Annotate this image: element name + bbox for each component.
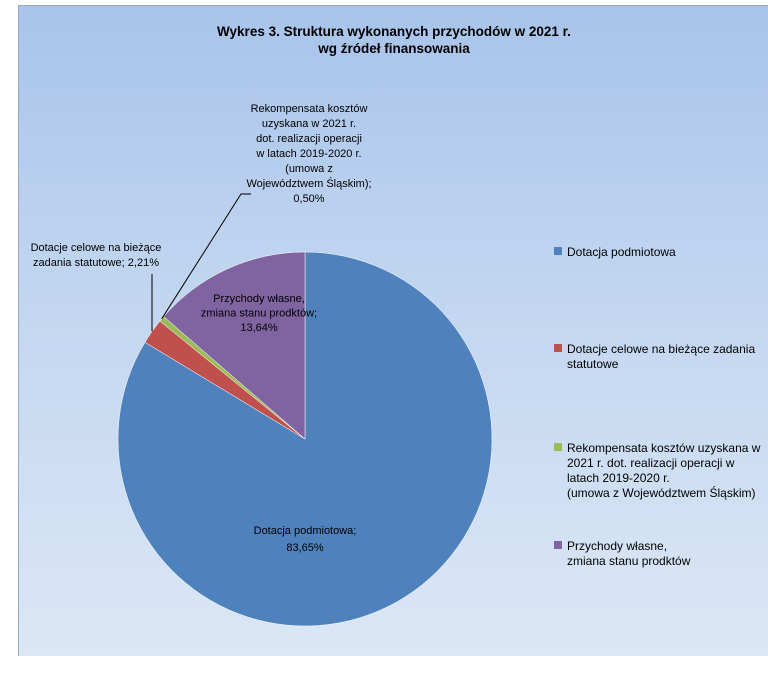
data-label-dotacja-podmiotowa: Dotacja podmiotowa; 83,65% xyxy=(254,525,357,554)
data-label-dotacje-celowe-line: Dotacje celowe na bieżące xyxy=(31,242,162,254)
chart-title: Wykres 3. Struktura wykonanych przychodó… xyxy=(217,24,571,56)
legend-item-0: Dotacja podmiotowa xyxy=(567,245,676,259)
legend-item-2: Rekompensata kosztów uzyskana w 2021 r. d… xyxy=(567,441,761,500)
data-label-przychody-wlasne: Przychody własne, zmiana stanu prodktów; 1… xyxy=(201,293,317,334)
data-label-rekompensata-line: 0,50% xyxy=(293,193,324,205)
legend-swatch-2 xyxy=(554,443,562,451)
data-label-przychody-wlasne-line: zmiana stanu prodktów; xyxy=(201,308,317,320)
legend-item-2-line: (umowa z Województwem Śląskim) xyxy=(567,485,756,500)
chart-title-line: Wykres 3. Struktura wykonanych przychodó… xyxy=(217,24,571,39)
data-label-przychody-wlasne-line: Przychody własne, xyxy=(213,293,305,305)
legend-item-3: Przychody własne, zmiana stanu prodktów xyxy=(567,539,691,568)
legend-swatch-1 xyxy=(554,344,562,352)
legend-item-3-line: zmiana stanu prodktów xyxy=(567,554,691,568)
leader-line-rekompensata xyxy=(161,193,251,320)
chart-area: Wykres 3. Struktura wykonanych przychodó… xyxy=(18,5,768,656)
chart-title-line: wg źródeł finansowania xyxy=(317,41,470,56)
data-label-rekompensata-line: uzyskana w 2021 r. xyxy=(262,118,356,130)
legend-item-2-line: 2021 r. dot. realizacji operacji w xyxy=(567,456,735,470)
legend-item-1: Dotacje celowe na bieżące zadania statuto… xyxy=(567,342,755,371)
data-label-dotacja-podmiotowa-line: 83,65% xyxy=(286,542,324,554)
pie-chart: Wykres 3. Struktura wykonanych przychodó… xyxy=(31,24,761,627)
data-label-rekompensata-line: Rekompensata kosztów xyxy=(251,103,368,115)
legend-item-1-line: Dotacje celowe na bieżące zadania xyxy=(567,342,755,356)
data-label-rekompensata: Rekompensata kosztów uzyskana w 2021 r. do… xyxy=(246,103,371,205)
pie-slice-3 xyxy=(163,251,306,440)
legend-item-2-line: Rekompensata kosztów uzyskana w xyxy=(567,441,761,455)
legend-item-3-line: Przychody własne, xyxy=(567,539,667,553)
data-label-rekompensata-line: Województwem Śląskim); xyxy=(246,177,371,190)
legend-item-1-line: statutowe xyxy=(567,357,619,371)
data-label-przychody-wlasne-line: 13,64% xyxy=(240,322,278,334)
data-label-dotacja-podmiotowa-line: Dotacja podmiotowa; xyxy=(254,525,357,537)
data-label-rekompensata-line: (umowa z xyxy=(285,163,333,175)
legend-swatch-0 xyxy=(554,247,562,255)
data-label-dotacje-celowe: Dotacje celowe na bieżące zadania statuto… xyxy=(31,242,162,269)
data-label-rekompensata-line: dot. realizacji operacji xyxy=(256,133,362,145)
legend-swatch-3 xyxy=(554,541,562,549)
data-label-dotacje-celowe-line: zadania statutowe; 2,21% xyxy=(33,257,159,269)
legend-item-2-line: latach 2019-2020 r. xyxy=(567,471,670,485)
legend-item-0-line: Dotacja podmiotowa xyxy=(567,245,676,259)
data-label-rekompensata-line: w latach 2019-2020 r. xyxy=(255,148,361,160)
